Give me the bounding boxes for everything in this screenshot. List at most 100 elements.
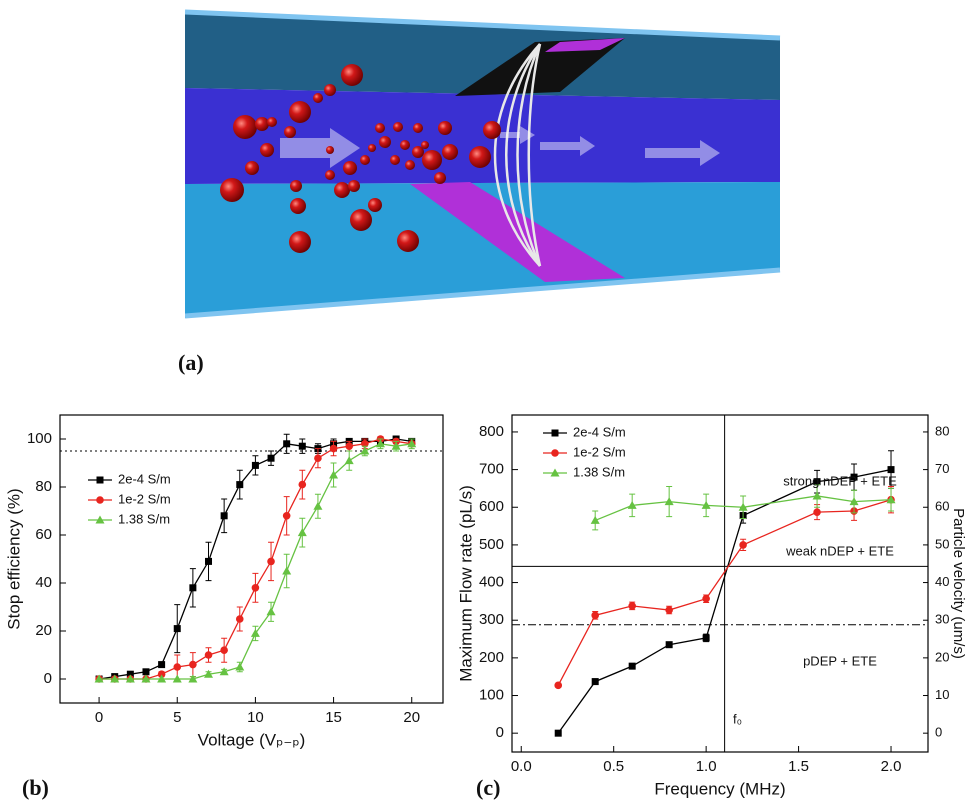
y2-tick-label: 20 xyxy=(935,649,949,664)
marker xyxy=(188,674,198,683)
legend-label: 1e-2 S/m xyxy=(118,491,171,506)
series-line xyxy=(594,495,892,522)
marker xyxy=(701,500,711,509)
y2-tick-label: 0 xyxy=(935,725,942,740)
plot-frame xyxy=(59,414,444,704)
channel-edge xyxy=(185,267,781,319)
marker xyxy=(628,662,636,670)
y2-axis-label: Particle velocity (um/s) xyxy=(950,508,966,659)
marker xyxy=(702,634,710,642)
x-tick-label: 0.0 xyxy=(511,758,532,775)
channel-edge xyxy=(185,9,781,41)
y-tick-label: 60 xyxy=(35,526,52,543)
marker xyxy=(251,584,260,592)
x-tick-label: 10 xyxy=(247,709,264,726)
marker xyxy=(345,442,354,451)
marker xyxy=(702,594,710,603)
y-tick-label: 0 xyxy=(496,724,504,741)
marker xyxy=(628,602,636,610)
x-tick-label: 5 xyxy=(173,709,181,726)
marker xyxy=(220,512,228,520)
x-tick-label: 1.5 xyxy=(788,758,809,775)
marker xyxy=(173,663,182,671)
marker xyxy=(813,508,821,516)
y2-tick-label: 40 xyxy=(935,574,949,589)
electrode-top-face xyxy=(545,38,625,52)
marker xyxy=(141,674,151,683)
legend-marker xyxy=(550,468,560,477)
marker xyxy=(250,628,260,637)
legend-marker xyxy=(95,515,105,524)
chart: 0.0 0.5 1.0 1.5 2.00100200300400500600700800… xyxy=(456,414,966,798)
y-axis-label: Maximum Flow rate (pL/s) xyxy=(456,485,475,681)
annotation: weak nDEP + ETE xyxy=(785,543,894,558)
x-tick-label: 20 xyxy=(403,709,420,726)
legend-marker xyxy=(96,496,104,504)
legend-label: 1e-2 S/m xyxy=(573,444,626,459)
marker xyxy=(125,674,135,683)
y2-tick-label: 80 xyxy=(935,423,949,438)
marker xyxy=(554,729,562,737)
marker xyxy=(205,557,213,565)
marker xyxy=(627,500,637,509)
plot-frame xyxy=(511,414,929,753)
legend-marker xyxy=(96,476,104,484)
legend-label: 2e-4 S/m xyxy=(118,471,171,486)
marker xyxy=(329,470,339,479)
marker xyxy=(173,625,181,633)
marker xyxy=(172,674,182,683)
x-tick-label: 2.0 xyxy=(881,758,902,775)
marker xyxy=(266,607,276,616)
marker xyxy=(94,674,104,683)
marker xyxy=(204,669,214,678)
marker xyxy=(849,497,859,506)
x-tick-label: 15 xyxy=(325,709,342,726)
x-tick-label: 1.0 xyxy=(696,758,717,775)
marker xyxy=(282,566,292,575)
x-tick-label: 0.5 xyxy=(603,758,624,775)
y2-tick-label: 70 xyxy=(935,461,949,476)
marker xyxy=(297,528,307,537)
marker xyxy=(157,674,167,683)
panel-label: (b) xyxy=(22,775,49,800)
electrode-top xyxy=(455,38,625,96)
y-tick-label: 200 xyxy=(479,649,504,666)
marker xyxy=(850,473,858,481)
marker xyxy=(267,454,275,462)
marker xyxy=(407,439,417,448)
marker xyxy=(157,670,166,678)
marker xyxy=(590,515,600,524)
marker xyxy=(298,480,307,489)
marker xyxy=(391,441,401,450)
y2-tick-label: 30 xyxy=(935,612,949,627)
marker xyxy=(591,611,599,620)
y-tick-label: 0 xyxy=(44,670,52,687)
y-tick-label: 500 xyxy=(479,536,504,553)
electrode-bottom xyxy=(410,182,625,282)
marker xyxy=(189,584,197,592)
panel-label: (c) xyxy=(476,775,500,800)
marker xyxy=(235,615,244,623)
marker xyxy=(158,661,166,669)
marker xyxy=(220,646,228,654)
marker xyxy=(219,667,229,676)
y-tick-label: 600 xyxy=(479,498,504,515)
y-tick-label: 400 xyxy=(479,574,504,591)
marker xyxy=(314,454,322,463)
marker xyxy=(360,446,370,455)
marker xyxy=(554,681,563,690)
marker xyxy=(110,674,120,683)
marker xyxy=(886,495,896,504)
y-tick-label: 100 xyxy=(479,686,504,703)
y-tick-label: 100 xyxy=(27,430,52,447)
marker xyxy=(235,662,245,671)
y-tick-label: 800 xyxy=(479,423,504,440)
marker xyxy=(236,481,244,489)
marker xyxy=(664,497,674,506)
y2-tick-label: 60 xyxy=(935,499,949,514)
y-tick-label: 80 xyxy=(35,478,52,495)
legend-label: 2e-4 S/m xyxy=(573,424,626,439)
flow-arrows xyxy=(280,126,720,168)
legend-label: 1.38 S/m xyxy=(573,464,625,479)
panel-label: (a) xyxy=(178,350,204,375)
